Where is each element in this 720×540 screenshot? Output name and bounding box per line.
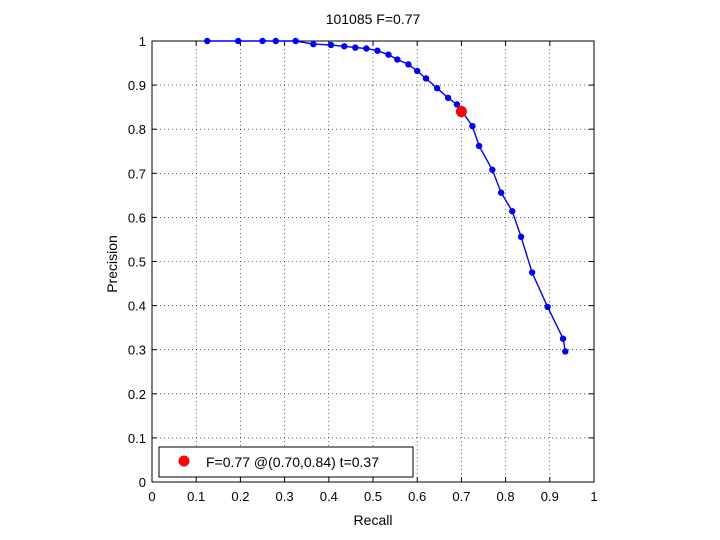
legend-label: F=0.77 @(0.70,0.84) t=0.37 xyxy=(206,454,379,470)
x-tick-label: 0.3 xyxy=(276,489,294,504)
best-f-point xyxy=(455,106,467,118)
x-tick-label: 0.6 xyxy=(408,489,426,504)
y-tick-label: 0.7 xyxy=(128,166,146,181)
y-tick-label: 1 xyxy=(139,34,146,49)
data-point xyxy=(544,303,551,311)
y-tick-label: 0.8 xyxy=(128,122,146,137)
data-point xyxy=(469,122,476,130)
y-tick-label: 0.1 xyxy=(128,431,146,446)
data-point xyxy=(259,37,266,45)
data-point xyxy=(234,37,242,45)
x-tick-label: 1 xyxy=(590,489,597,504)
data-point xyxy=(363,45,370,52)
x-tick-label: 0.7 xyxy=(452,489,470,504)
data-point xyxy=(385,51,392,58)
data-point xyxy=(374,47,381,54)
data-point xyxy=(433,84,441,92)
data-point xyxy=(562,348,569,355)
legend-marker xyxy=(178,455,190,467)
y-tick-label: 0 xyxy=(139,475,146,490)
x-tick-label: 0.5 xyxy=(364,489,382,504)
y-tick-label: 0.5 xyxy=(128,255,146,270)
data-point xyxy=(292,37,299,45)
data-point xyxy=(327,41,335,49)
plot-area: 0 0.1 0.2 0.3 0.4 0.5 0.6 0.7 0.8 0.9 1 0 0.1 0.2 0.3 0… xyxy=(128,34,598,504)
x-tick-label: 0.9 xyxy=(541,489,559,504)
y-tick-label: 0.4 xyxy=(128,299,146,314)
data-point xyxy=(204,37,211,45)
data-point xyxy=(489,166,496,173)
data-point xyxy=(453,101,461,108)
data-point xyxy=(405,61,412,68)
data-point xyxy=(559,335,567,342)
data-point xyxy=(444,94,452,102)
x-tick-label: 0 xyxy=(148,489,155,504)
legend-box xyxy=(158,446,414,478)
data-point xyxy=(528,269,536,276)
data-point xyxy=(310,40,317,48)
data-point xyxy=(475,142,483,150)
data-point xyxy=(352,44,359,51)
y-tick-label: 0.9 xyxy=(128,78,146,93)
data-point xyxy=(414,67,421,75)
x-tick-label: 0.2 xyxy=(231,489,249,504)
x-tick-label: 0.1 xyxy=(187,489,205,504)
x-tick-label: 0.4 xyxy=(320,489,338,504)
data-point xyxy=(394,56,401,63)
data-point xyxy=(497,189,505,196)
data-point xyxy=(517,233,525,241)
x-axis-label: Recall xyxy=(354,512,393,528)
data-point xyxy=(509,208,516,215)
y-axis-label: Precision xyxy=(104,235,120,293)
data-point xyxy=(341,43,348,50)
y-tick-label: 0.6 xyxy=(128,210,146,225)
y-tick-label: 0.2 xyxy=(128,387,146,402)
data-point xyxy=(422,75,430,82)
y-tick-label: 0.3 xyxy=(128,343,146,358)
chart-title: 101085 F=0.77 xyxy=(326,11,421,27)
x-tick-label: 0.8 xyxy=(497,489,515,504)
data-point xyxy=(272,37,279,45)
